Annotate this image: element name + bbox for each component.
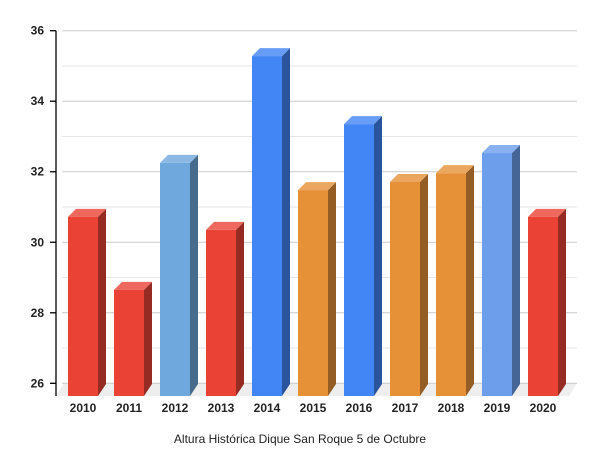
bar-side-2014 bbox=[282, 48, 290, 397]
bar-top-2013 bbox=[206, 221, 244, 230]
bar-top-2019 bbox=[482, 145, 520, 154]
bar-top-2010 bbox=[68, 208, 106, 217]
x-tick-label: 2011 bbox=[116, 401, 142, 415]
bar-2020 bbox=[528, 216, 558, 396]
bar-top-2020 bbox=[528, 208, 566, 217]
bar-2011 bbox=[114, 289, 144, 396]
bar-2019 bbox=[482, 153, 512, 396]
bar-top-2012 bbox=[160, 154, 198, 163]
x-tick-label: 2013 bbox=[208, 401, 235, 415]
bar-2018 bbox=[436, 173, 466, 396]
y-tick-label: 36 bbox=[31, 24, 45, 38]
y-tick-label: 32 bbox=[31, 165, 45, 179]
bar-side-2010 bbox=[98, 208, 106, 396]
bar-top-2016 bbox=[344, 116, 382, 125]
bar-side-2013 bbox=[236, 221, 244, 396]
bar-2015 bbox=[298, 190, 328, 396]
x-axis-title: Altura Histórica Dique San Roque 5 de Oc… bbox=[173, 432, 427, 446]
bar-side-2018 bbox=[466, 165, 474, 396]
x-tick-label: 2019 bbox=[484, 401, 511, 415]
bar-side-2015 bbox=[328, 182, 336, 396]
x-tick-label: 2010 bbox=[70, 401, 97, 415]
bar-top-2017 bbox=[390, 173, 428, 182]
bar-2012 bbox=[160, 162, 190, 396]
bar-side-2012 bbox=[190, 154, 198, 396]
bar-side-2011 bbox=[144, 281, 152, 396]
bar-side-2016 bbox=[374, 116, 382, 396]
bar-side-2017 bbox=[420, 173, 428, 396]
bar-side-2020 bbox=[558, 208, 566, 396]
y-tick-label: 34 bbox=[31, 94, 45, 108]
x-tick-label: 2014 bbox=[254, 401, 281, 415]
bar-top-2015 bbox=[298, 182, 336, 191]
x-tick-label: 2020 bbox=[530, 401, 557, 415]
y-tick-label: 28 bbox=[31, 306, 45, 320]
bar-2010 bbox=[68, 216, 98, 396]
bar-2016 bbox=[344, 124, 374, 396]
bar-top-2014 bbox=[252, 48, 290, 57]
bar-2013 bbox=[206, 229, 236, 396]
x-tick-label: 2015 bbox=[300, 401, 327, 415]
bar-top-2018 bbox=[436, 165, 474, 174]
x-tick-label: 2012 bbox=[162, 401, 189, 415]
x-tick-label: 2018 bbox=[438, 401, 465, 415]
bar-2014 bbox=[252, 56, 282, 397]
x-tick-label: 2016 bbox=[346, 401, 373, 415]
bar-side-2019 bbox=[512, 145, 520, 396]
x-tick-label: 2017 bbox=[392, 401, 419, 415]
bar-top-2011 bbox=[114, 281, 152, 290]
y-tick-label: 30 bbox=[31, 235, 45, 249]
bar-2017 bbox=[390, 181, 420, 396]
y-tick-label: 26 bbox=[31, 376, 45, 390]
